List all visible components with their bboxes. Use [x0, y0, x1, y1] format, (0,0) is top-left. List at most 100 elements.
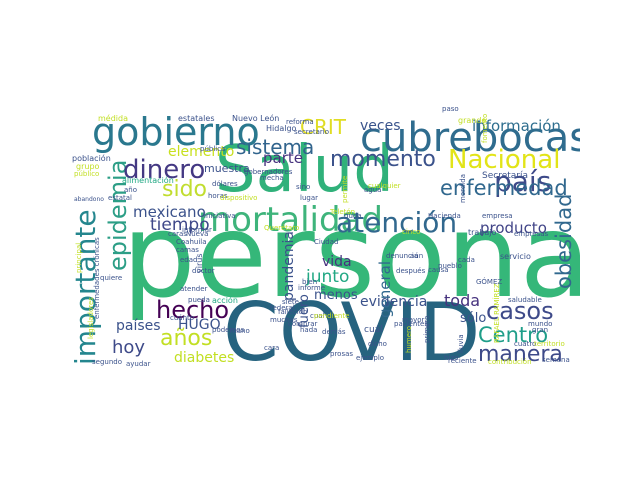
word: pueblo: [438, 262, 462, 270]
word: ayudar: [126, 360, 151, 368]
word: cada: [458, 256, 475, 264]
word: COVID: [223, 286, 481, 376]
word: pandemia: [281, 231, 297, 301]
word: momento: [330, 147, 436, 172]
word: dinero: [123, 155, 206, 185]
word: año: [124, 186, 138, 194]
word: mundo: [528, 320, 553, 328]
word: servicio: [500, 252, 531, 261]
word: parte: [263, 149, 303, 167]
word: persona: [122, 189, 580, 324]
word: manera: [478, 342, 563, 367]
word-cloud: persona COVID Salud gobierno cubrebocas …: [68, 103, 580, 376]
word: camas: [176, 246, 199, 254]
word: informar: [182, 226, 212, 234]
word: sistema: [236, 135, 315, 159]
word: ejemplo: [356, 354, 385, 362]
word: prosas: [330, 350, 354, 358]
word: demás: [322, 328, 346, 336]
word: comprar: [288, 320, 318, 328]
word: lugar: [300, 194, 318, 202]
word: obesidad: [552, 193, 576, 289]
word: acción: [212, 296, 238, 305]
word: fomento: [481, 113, 489, 143]
word: CRIT: [300, 115, 346, 139]
word: edad: [180, 256, 198, 264]
word: Querétaro: [264, 224, 300, 232]
word: junto: [306, 267, 350, 287]
word: informe: [298, 284, 326, 292]
word: atender: [180, 285, 208, 293]
word: empresa: [482, 212, 513, 220]
word: Teletón: [330, 208, 356, 216]
word: cuál: [364, 325, 383, 335]
word: toda: [444, 291, 481, 310]
word: reciente: [448, 357, 477, 365]
word: años: [160, 326, 213, 351]
word: producto: [480, 219, 547, 237]
word: hoy: [112, 337, 146, 358]
word: humero: [405, 325, 413, 353]
word: territorio: [534, 340, 565, 348]
word: bien: [302, 278, 318, 286]
word: Ciudad: [314, 238, 339, 246]
word: Centro: [478, 323, 549, 347]
word: abandono: [74, 196, 104, 203]
word: menos: [314, 288, 358, 303]
word: pacientes: [394, 320, 428, 328]
word: estatales: [178, 114, 215, 123]
word: denuncia: [386, 252, 419, 260]
word: cara: [264, 344, 280, 352]
word: muchas: [270, 316, 298, 324]
word: saludable: [508, 296, 542, 304]
word: diabetes: [174, 350, 235, 366]
word: cubrebocas: [360, 115, 580, 161]
word: general: [376, 260, 394, 318]
word: RAFAEL RAMÍREZ: [493, 283, 501, 343]
word: muestra: [204, 162, 250, 175]
word: gobernadores: [244, 168, 293, 176]
word: paso: [442, 105, 459, 113]
word: dicho: [368, 340, 387, 348]
word: fallecido: [278, 308, 308, 316]
word: país: [494, 165, 552, 198]
word: mecha: [260, 174, 284, 182]
word: cuatro: [514, 340, 537, 348]
word: enfermedad: [440, 176, 568, 200]
word: vida: [322, 254, 352, 270]
word: después: [396, 267, 426, 275]
word: médida: [98, 114, 128, 123]
word: mordida: [459, 174, 467, 203]
word: elemento: [168, 144, 235, 160]
word: Coahuila: [176, 238, 207, 246]
word: veces: [360, 118, 401, 134]
word: quiere: [100, 274, 123, 282]
word: sino: [296, 183, 311, 191]
word: países: [116, 318, 161, 334]
word: gobierno: [92, 110, 260, 154]
word: HUGO: [178, 317, 221, 333]
word: población: [72, 154, 111, 163]
word: cualquier: [368, 182, 401, 190]
word: mexicano: [133, 203, 206, 221]
word: dólares: [212, 180, 238, 188]
word: grupo: [76, 162, 100, 171]
word: causa: [428, 266, 449, 274]
word: aún: [410, 252, 424, 260]
word: cuánto: [170, 314, 195, 322]
word: trabajo: [468, 228, 497, 237]
word: segundo: [92, 358, 122, 366]
word: mano: [230, 327, 250, 335]
word: hizo: [444, 354, 459, 362]
word: federal: [270, 304, 295, 312]
word: mortalidad: [198, 200, 383, 240]
word: gran: [532, 326, 549, 334]
word: atención: [336, 206, 458, 239]
word: Nueva: [186, 230, 209, 238]
word: iniciativa: [204, 212, 236, 220]
word: lluvia: [457, 334, 465, 353]
word: siete: [282, 298, 299, 306]
word: Nuevo León: [232, 114, 280, 123]
word: secretario: [294, 128, 329, 136]
word: evidencia: [360, 294, 428, 310]
